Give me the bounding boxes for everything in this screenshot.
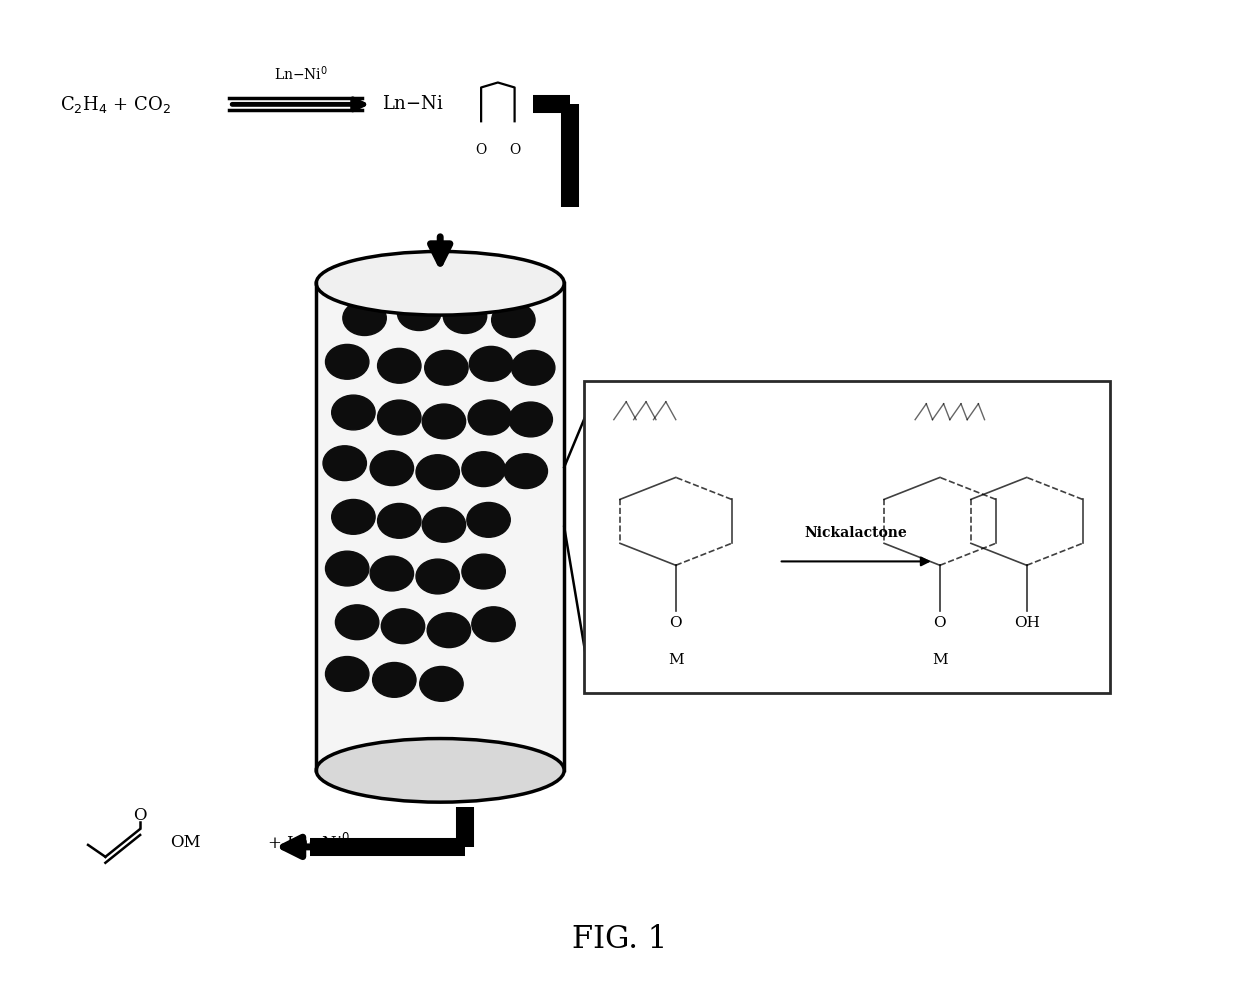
Circle shape bbox=[466, 503, 511, 537]
Circle shape bbox=[491, 302, 536, 337]
Circle shape bbox=[335, 604, 378, 640]
Polygon shape bbox=[316, 283, 564, 770]
Text: Ln$-$Ni: Ln$-$Ni bbox=[382, 95, 444, 113]
Text: + Ln$-$Ni$^0$: + Ln$-$Ni$^0$ bbox=[267, 833, 350, 853]
Circle shape bbox=[332, 396, 374, 429]
Circle shape bbox=[415, 455, 459, 490]
Circle shape bbox=[510, 403, 553, 437]
Circle shape bbox=[326, 657, 370, 692]
Text: O: O bbox=[475, 143, 487, 157]
Ellipse shape bbox=[316, 251, 564, 315]
Text: O: O bbox=[508, 143, 521, 157]
Circle shape bbox=[512, 351, 556, 386]
Circle shape bbox=[382, 608, 424, 644]
Circle shape bbox=[397, 296, 441, 330]
Circle shape bbox=[377, 349, 422, 383]
Circle shape bbox=[472, 606, 516, 642]
Circle shape bbox=[463, 451, 506, 486]
Text: C$_2$H$_4$ + CO$_2$: C$_2$H$_4$ + CO$_2$ bbox=[60, 93, 170, 115]
Circle shape bbox=[422, 507, 465, 543]
Text: O: O bbox=[934, 616, 946, 630]
Circle shape bbox=[427, 612, 471, 648]
Circle shape bbox=[342, 300, 387, 336]
Text: OM: OM bbox=[170, 834, 201, 852]
Circle shape bbox=[332, 499, 374, 535]
Text: O: O bbox=[670, 616, 682, 630]
Text: M: M bbox=[668, 653, 683, 667]
Circle shape bbox=[415, 559, 459, 593]
Circle shape bbox=[424, 351, 467, 386]
Circle shape bbox=[444, 298, 486, 333]
Circle shape bbox=[322, 445, 367, 481]
FancyBboxPatch shape bbox=[584, 381, 1110, 693]
Circle shape bbox=[371, 557, 414, 590]
Text: M: M bbox=[932, 653, 947, 667]
Circle shape bbox=[377, 401, 422, 435]
Text: Ln$-$Ni$^0$: Ln$-$Ni$^0$ bbox=[274, 64, 327, 83]
Circle shape bbox=[372, 662, 415, 698]
Circle shape bbox=[326, 551, 370, 585]
Ellipse shape bbox=[316, 739, 564, 802]
Circle shape bbox=[463, 555, 506, 588]
Circle shape bbox=[371, 450, 414, 485]
Circle shape bbox=[467, 401, 511, 435]
Circle shape bbox=[469, 347, 513, 382]
Text: Nickalactone: Nickalactone bbox=[805, 526, 908, 540]
Text: FIG. 1: FIG. 1 bbox=[573, 923, 667, 955]
Circle shape bbox=[326, 345, 370, 379]
Circle shape bbox=[503, 453, 548, 489]
Circle shape bbox=[422, 405, 465, 439]
Circle shape bbox=[419, 666, 464, 702]
Circle shape bbox=[377, 503, 422, 539]
Text: O: O bbox=[134, 806, 146, 824]
Text: OH: OH bbox=[1014, 616, 1039, 630]
